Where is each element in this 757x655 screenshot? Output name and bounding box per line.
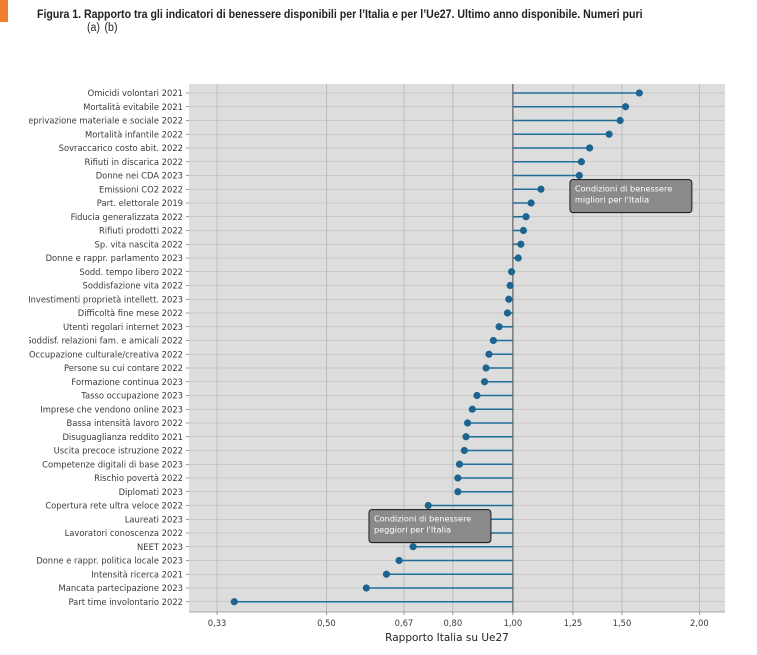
lollipop-point — [485, 350, 493, 358]
lollipop-point — [503, 309, 512, 317]
lollipop-point — [489, 336, 497, 345]
category-label: Uscita precoce istruzione 2022 — [54, 446, 183, 456]
lollipop-point — [395, 556, 403, 565]
category-label: Mortalità evitabile 2021 — [83, 102, 183, 112]
category-label: Rischio povertà 2022 — [94, 473, 183, 483]
lollipop-point — [480, 378, 489, 386]
category-label: Competenze digitali di base 2023 — [42, 459, 183, 469]
category-label: Investimenti proprietà intellett. 2023 — [29, 294, 183, 304]
lollipop-point — [424, 501, 432, 510]
lollipop-point — [454, 474, 462, 482]
lollipop-point — [605, 130, 613, 138]
annotation-text: peggiori per l'Italia — [374, 525, 451, 535]
category-label: Utenti regolari internet 2023 — [63, 322, 183, 332]
x-tick-label: 1,25 — [564, 618, 583, 628]
lollipop-point — [527, 199, 535, 207]
category-label: NEET 2023 — [137, 542, 183, 552]
x-tick-label: 2,00 — [690, 618, 709, 628]
lollipop-point — [468, 405, 476, 413]
category-label: Diplomati 2023 — [119, 487, 183, 497]
lollipop-chart: Omicidi volontari 2021 Mortalità evitabil… — [29, 84, 725, 644]
note-a: (a) — [87, 22, 100, 34]
category-label: Bassa intensità lavoro 2022 — [67, 418, 183, 428]
x-tick-label: 0,50 — [317, 618, 336, 628]
lollipop-point — [577, 158, 585, 166]
lollipop-point — [575, 171, 583, 180]
lollipop-point — [230, 598, 238, 606]
category-label: Sp. vita nascita 2022 — [95, 239, 183, 249]
lollipop-point — [473, 391, 481, 400]
category-label: Imprese che vendono online 2023 — [40, 404, 183, 414]
figure-title: Figura 1. Rapporto tra gli indicatori di… — [37, 9, 643, 21]
category-label: Tasso occupazione 2023 — [80, 391, 183, 401]
lollipop-point — [514, 254, 522, 262]
category-label: Occupazione culturale/creativa 2022 — [29, 349, 183, 359]
annotation-text: Condizioni di benessere — [374, 514, 471, 524]
category-label: Formazione continua 2023 — [71, 377, 183, 387]
annotation-text: migliori per l'Italia — [575, 195, 649, 205]
category-label: Persone su cui contare 2022 — [64, 363, 183, 373]
lollipop-point — [522, 213, 530, 221]
lollipop-point — [409, 543, 417, 551]
note-b: (b) — [104, 22, 118, 34]
lollipop-point — [463, 419, 472, 427]
lollipop-point — [482, 364, 490, 372]
lollipop-point — [460, 446, 468, 455]
lollipop-point — [586, 144, 594, 152]
x-tick-label: 1,00 — [504, 618, 523, 628]
lollipop-point — [635, 89, 643, 97]
lollipop-point — [506, 281, 514, 290]
lollipop-point — [517, 240, 525, 248]
category-label: Laureati 2023 — [125, 514, 183, 524]
lollipop-point — [495, 323, 503, 331]
category-label: Donne e rappr. politica locale 2023 — [36, 556, 183, 566]
category-label: Donne e rappr. parlamento 2023 — [46, 253, 183, 263]
annotation-box — [569, 179, 693, 214]
lollipop-point — [462, 433, 470, 441]
lollipop-point — [537, 185, 545, 193]
category-label: Part time involontario 2022 — [68, 597, 183, 607]
annotation-text: Condizioni di benessere — [575, 184, 672, 194]
category-label: Sovraccarico costo abit. 2022 — [59, 143, 183, 153]
lollipop-point — [455, 460, 464, 468]
category-label: Rifiuti prodotti 2022 — [99, 226, 183, 236]
category-label: Fiducia generalizzata 2022 — [71, 212, 183, 222]
category-label: Intensità ricerca 2021 — [91, 569, 183, 579]
lollipop-point — [382, 570, 391, 578]
lollipop-point — [505, 295, 513, 303]
category-label: Soddisfazione vita 2022 — [83, 281, 184, 291]
x-tick-label: 1,50 — [613, 618, 632, 628]
annotation-box — [368, 509, 492, 544]
lollipop-point — [621, 103, 630, 111]
category-label: Mortalità infantile 2022 — [85, 129, 183, 139]
lollipop-point — [454, 488, 462, 496]
figure-notes: (a) (b) — [87, 22, 122, 34]
category-label: Disuguaglianza reddito 2021 — [62, 432, 183, 442]
lollipop-point — [362, 584, 370, 592]
category-label: Sodd. tempo libero 2022 — [79, 267, 183, 277]
category-label: Omicidi volontari 2021 — [88, 88, 183, 98]
x-tick-label: 0,80 — [444, 618, 463, 628]
category-label: Part. elettorale 2019 — [97, 198, 183, 208]
category-label: Emissioni CO2 2022 — [99, 184, 183, 194]
category-label: Deprivazione materiale e sociale 2022 — [29, 116, 183, 126]
category-label: Difficoltà fine mese 2022 — [78, 308, 183, 318]
category-label: Lavoratori conoscenza 2022 — [65, 528, 183, 538]
x-tick-label: 0,67 — [395, 618, 414, 628]
lollipop-point — [519, 226, 528, 235]
category-label: Copertura rete ultra veloce 2022 — [45, 501, 183, 511]
lollipop-point — [616, 116, 624, 125]
x-axis-title: Rapporto Italia su Ue27 — [385, 632, 509, 644]
accent-bar — [0, 0, 8, 22]
category-label: Rifiuti in discarica 2022 — [84, 157, 183, 167]
lollipop-point — [507, 268, 516, 276]
category-label: Mancata partecipazione 2023 — [59, 583, 183, 593]
category-label: Donne nei CDA 2023 — [96, 171, 183, 181]
x-tick-label: 0,33 — [208, 618, 227, 628]
category-label: Soddisf. relazioni fam. e amicali 2022 — [29, 336, 183, 346]
